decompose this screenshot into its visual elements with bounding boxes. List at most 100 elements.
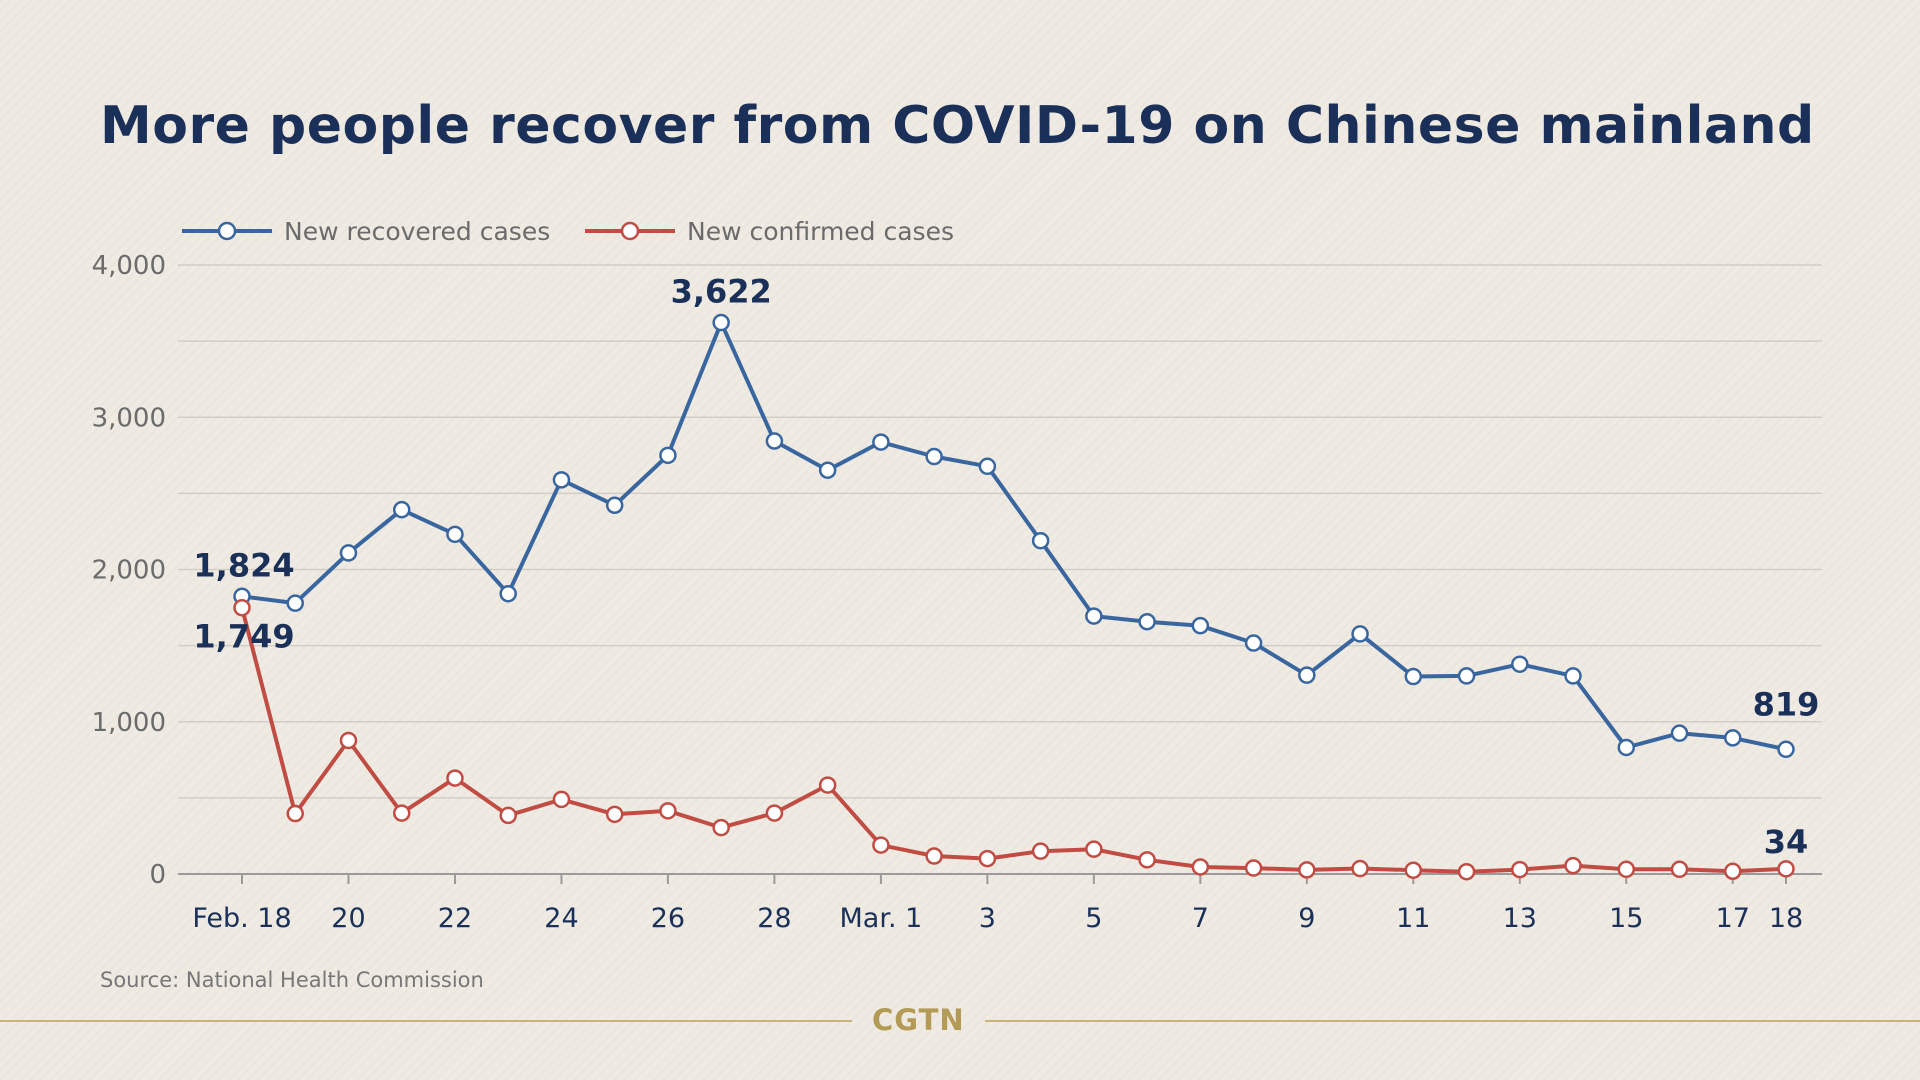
data-point [1351,625,1369,643]
data-point [446,769,464,787]
x-tick-label: 28 [757,903,791,934]
data-point [1191,858,1210,876]
x-tick-label: 5 [1085,903,1102,934]
data-point [605,805,624,824]
data-point [712,818,730,837]
data-label: 1,749 [193,618,294,656]
data-point [233,598,251,617]
y-tick-label: 4,000 [92,251,166,281]
axes: 0 1,000 2,000 3,000 4,000 Feb. 18 20 22 24 26 28 Ma… [92,251,1822,934]
footer-line-right [985,1020,1920,1022]
series-line [240,607,1787,874]
data-point [1031,842,1050,860]
data-point [1564,856,1582,875]
x-tick-label: 3 [979,903,996,934]
data-point [1031,531,1050,550]
data-point [1777,740,1795,759]
data-label: 34 [1764,823,1809,861]
y-tick-label: 3,000 [92,403,166,433]
source-note: Source: National Health Commission [100,968,484,992]
data-point [552,471,571,489]
data-point [1244,859,1263,877]
data-point [978,457,997,476]
data-point [1404,667,1423,686]
data-labels: 1,824 1,749 3,622 819 34 [193,273,1819,861]
data-point [1085,840,1103,858]
series [233,313,1795,881]
x-tick-label: Feb. 18 [192,903,291,934]
data-point [765,432,784,450]
data-point [925,847,943,865]
legend: New recovered cases New confirmed cases [182,217,954,246]
data-point [1404,861,1423,879]
data-point [1617,860,1636,879]
data-point [1511,860,1529,879]
data-point [446,525,464,544]
data-point [818,776,837,794]
data-point [1191,616,1210,635]
data-point [392,804,411,822]
cgtn-logo: CGTN [872,1003,965,1037]
data-point [605,496,624,515]
data-point [765,804,784,822]
data-point [286,594,304,612]
x-tick-label: 26 [651,903,685,934]
legend-label: New recovered cases [284,217,550,246]
data-label: 819 [1753,685,1820,723]
data-point [1138,851,1156,869]
x-tick-label: 9 [1298,903,1315,934]
data-point [1724,862,1742,881]
data-point [1670,724,1689,742]
data-point [659,446,677,465]
x-tick-label: 20 [331,903,365,934]
data-point [872,433,890,451]
legend-swatch-marker [620,221,640,241]
data-point [339,731,358,750]
series-line [241,320,1787,752]
y-tick-label: 1,000 [92,708,166,738]
data-point [1085,607,1103,625]
data-label: 3,622 [671,273,772,311]
data-point [1564,667,1582,685]
data-point [1138,612,1156,631]
data-point [818,461,837,479]
legend-swatch-marker [217,221,237,241]
data-point [392,500,411,519]
data-point [1457,667,1476,685]
chart-title: More people recover from COVID-19 on Chi… [100,96,1815,156]
data-point [925,447,943,466]
x-tick-label: 22 [438,903,472,934]
data-point [1724,729,1742,747]
x-tick-label: 13 [1503,903,1537,934]
data-point [1457,862,1476,881]
x-tick-label: 7 [1192,903,1209,934]
data-point [1617,738,1636,757]
data-label: 1,824 [193,546,294,584]
data-point [712,313,730,332]
data-point [659,802,677,820]
x-tick-label: Mar. 1 [839,903,922,934]
data-point [286,804,304,823]
x-tick-label: 24 [544,903,578,934]
data-point [339,544,358,562]
footer-line-left [0,1020,852,1022]
x-tick-label: 15 [1609,903,1643,934]
x-tick-label: 11 [1396,903,1430,934]
data-point [1244,634,1263,652]
x-tick-label: 17 [1716,903,1750,934]
data-point [1298,861,1316,879]
data-point [499,584,517,603]
data-point [978,849,997,868]
y-tick-label: 2,000 [92,556,166,586]
grid-lines [178,264,1822,799]
data-point [872,836,890,854]
x-tick-label: 18 [1769,903,1803,934]
data-point [552,790,571,809]
data-point [1298,666,1316,684]
data-point [1670,860,1689,879]
y-tick-label: 0 [149,860,166,890]
data-point [1777,860,1795,878]
data-point [1511,655,1529,673]
data-point [1351,859,1369,878]
